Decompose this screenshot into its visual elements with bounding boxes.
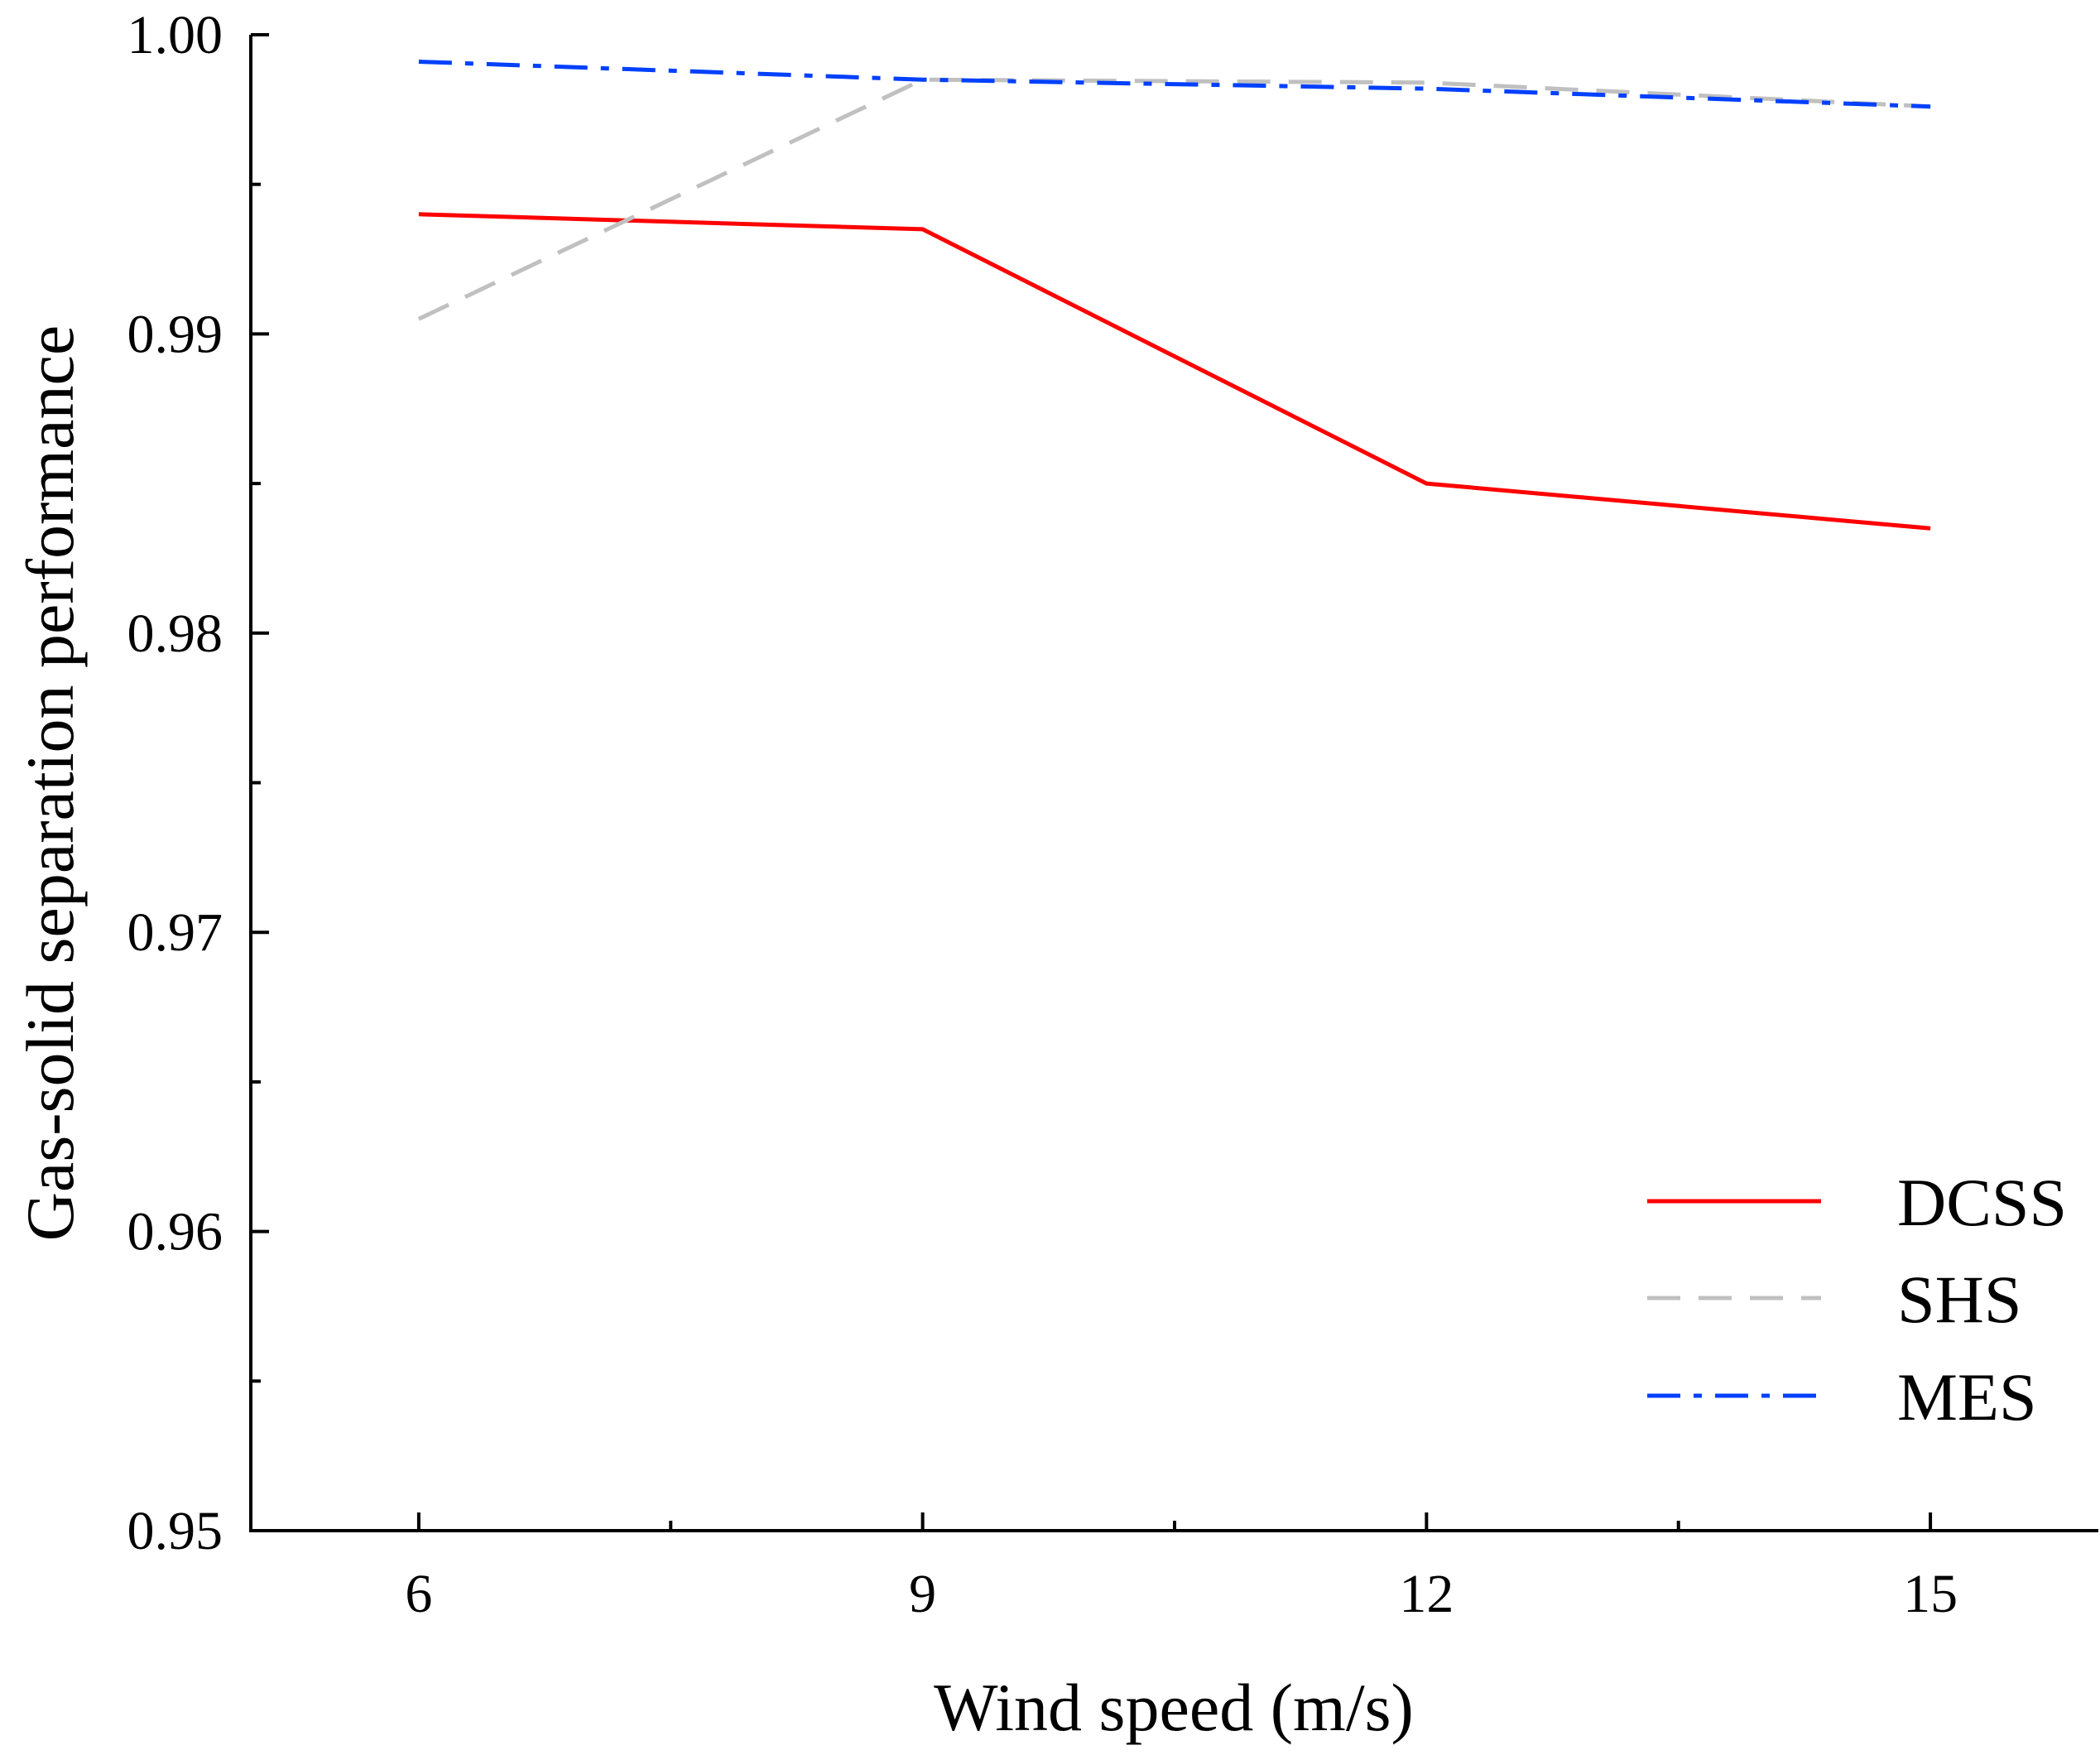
legend-label-mes: MES — [1897, 1359, 2037, 1435]
legend-label-shs: SHS — [1897, 1262, 2021, 1337]
series-line-dcss — [418, 212, 1931, 531]
y-tick-label: 0.97 — [127, 902, 223, 963]
axis-ticks — [251, 33, 1933, 1532]
y-tick-label: 0.95 — [127, 1501, 223, 1561]
y-tick-label: 0.99 — [127, 304, 223, 364]
y-tick-label: 0.96 — [127, 1202, 223, 1262]
series-line-shs — [417, 77, 1931, 321]
y-tick-label: 0.98 — [127, 603, 223, 664]
series-lines — [417, 60, 1931, 531]
legend: DCSS SHS MES — [1647, 1165, 2067, 1435]
legend-label-dcss: DCSS — [1897, 1165, 2067, 1240]
tick-labels: 0.95 0.96 0.97 0.98 0.99 1.00 6 9 12 15 — [127, 5, 1958, 1624]
y-axis-title: Gas-solid separation performance — [12, 325, 88, 1242]
x-tick-label: 9 — [909, 1564, 936, 1624]
series-line-mes — [418, 60, 1931, 109]
axes — [249, 35, 2098, 1532]
x-axis-title: Wind speed (m/s) — [934, 1670, 1414, 1745]
x-tick-label: 12 — [1399, 1564, 1454, 1624]
x-tick-label: 6 — [405, 1564, 432, 1624]
x-tick-label: 15 — [1903, 1564, 1958, 1624]
y-tick-label: 1.00 — [127, 5, 223, 65]
